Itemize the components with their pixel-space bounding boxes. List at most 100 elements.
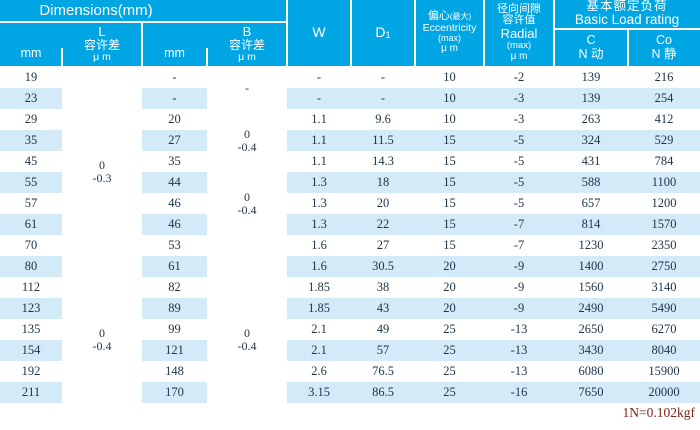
table-row: 192 148 2.6 76.5 25 -13 6080 15900 [0,361,700,382]
basic-load-rating-header: 基本额定负荷 Basic Load rating [554,0,700,28]
cell-c: 324 [581,133,601,147]
header-divider [553,0,555,66]
cell-w: 1.1 [311,154,327,168]
b-tolerance-cell: - [207,67,287,109]
cell-radial: -9 [513,301,525,315]
cell-b: 82 [168,280,181,294]
cell-b: 148 [165,364,184,378]
cell-co: 2350 [651,238,677,252]
cell-radial: -2 [513,70,525,84]
l-tolerance-unit: μ m [93,50,111,63]
table-body: 19 - - - 10 -2 139 216 23 - - - 10 -3 139 254 29 20 1.1 9.6… [0,67,700,403]
row-stripe [142,214,207,235]
cell-d1: 14.3 [372,154,394,168]
cell-co: 784 [654,154,674,168]
cell-d1: 18 [376,175,390,189]
b-tolerance-cell [207,235,287,277]
l-tolerance-cell: 0 -0.3 [62,67,142,277]
cell-co: 3140 [651,280,677,294]
cell-ecc: 20 [443,301,456,315]
cell-co: 20000 [648,385,680,399]
row-stripe [287,340,700,361]
cell-d1: 30.5 [372,259,394,273]
cell-d1: 20 [376,196,390,210]
cell-d1: 86.5 [372,385,394,399]
cell-d1: 49 [376,322,390,336]
cell-c: 3430 [578,343,604,357]
cell-ecc: 10 [443,112,456,126]
cell-ecc: 15 [443,217,456,231]
cell-radial: -5 [513,133,525,147]
cell-b: 27 [168,133,181,147]
cell-l: 35 [24,133,38,147]
row-stripe [142,298,207,319]
header-divider [286,0,288,66]
cell-b: 35 [168,154,181,168]
row-stripe [142,172,207,193]
cell-b: 170 [165,385,184,399]
cell-co: 5490 [651,301,677,315]
cell-w: 1.6 [311,259,327,273]
cell-d1: 9.6 [375,112,391,126]
cell-d1: - [380,70,386,84]
cell-co: 15900 [648,364,680,378]
cell-l: 70 [24,238,38,252]
l-tolerance-cell: 0 -0.4 [62,277,142,403]
cell-w: 1.85 [308,301,330,315]
row-stripe [142,382,207,403]
cell-co: 1570 [651,217,677,231]
header-divider [141,22,143,66]
b-tolerance-header: B 容许差 μ m [207,22,287,66]
cell-co: 8040 [651,343,677,357]
tolerance-line: -0.4 [92,339,112,353]
cell-ecc: 25 [443,385,456,399]
cell-w: 1.1 [311,112,327,126]
l-tolerance-header: L 容许差 μ m [62,22,142,66]
cell-c: 6080 [578,364,604,378]
cell-w: 2.1 [311,322,327,336]
cell-ecc: 15 [443,154,456,168]
cell-l: 192 [21,364,41,378]
cell-w: 2.1 [311,343,327,357]
cell-radial: -13 [510,364,528,378]
cell-l: 123 [21,301,41,315]
cell-c: 431 [581,154,601,168]
cell-w: 1.3 [311,196,327,210]
cell-d1: 27 [376,238,390,252]
cell-b: 99 [168,322,181,336]
cell-radial: -9 [513,259,525,273]
cell-radial: -13 [510,343,528,357]
cell-b: 46 [168,217,181,231]
row-stripe [287,172,700,193]
table-row: 19 - - - 10 -2 139 216 [0,67,700,88]
table-row: 35 27 1.1 11.5 15 -5 324 529 [0,130,700,151]
row-stripe [287,382,700,403]
table-row: 23 - - - 10 -3 139 254 [0,88,700,109]
cell-w: - [316,70,322,84]
table-row: 135 99 2.1 49 25 -13 2650 6270 [0,319,700,340]
table-row: 211 170 3.15 86.5 25 -16 7650 20000 [0,382,700,403]
table-row: 123 89 1.85 43 20 -9 2490 5490 [0,298,700,319]
row-stripe [0,256,62,277]
cell-d1: 57 [376,343,390,357]
cell-radial: -7 [513,217,525,231]
cell-radial: -13 [510,322,528,336]
cell-c: 7650 [578,385,604,399]
basic-load-en: Basic Load rating [574,12,680,28]
cell-w: - [316,91,322,105]
cell-b: 89 [168,301,181,315]
tolerance-line: 0 [244,126,250,141]
cell-c: 1400 [578,259,604,273]
cell-l: 112 [21,280,41,294]
tolerance-line: 0 [244,189,250,204]
cell-b: - [172,91,177,105]
l-mm-header: mm [20,45,42,60]
b-tolerance-unit: μ m [238,50,256,63]
cell-b: 53 [168,238,181,252]
cell-d1: 76.5 [372,364,394,378]
table-row: 29 20 1.1 9.6 10 -3 263 412 [0,109,700,130]
dimensions-label: Dimensions(mm) [39,1,153,19]
row-stripe [142,130,207,151]
table-row: 80 61 1.6 30.5 20 -9 1400 2750 [0,256,700,277]
cell-co: 216 [654,70,674,84]
